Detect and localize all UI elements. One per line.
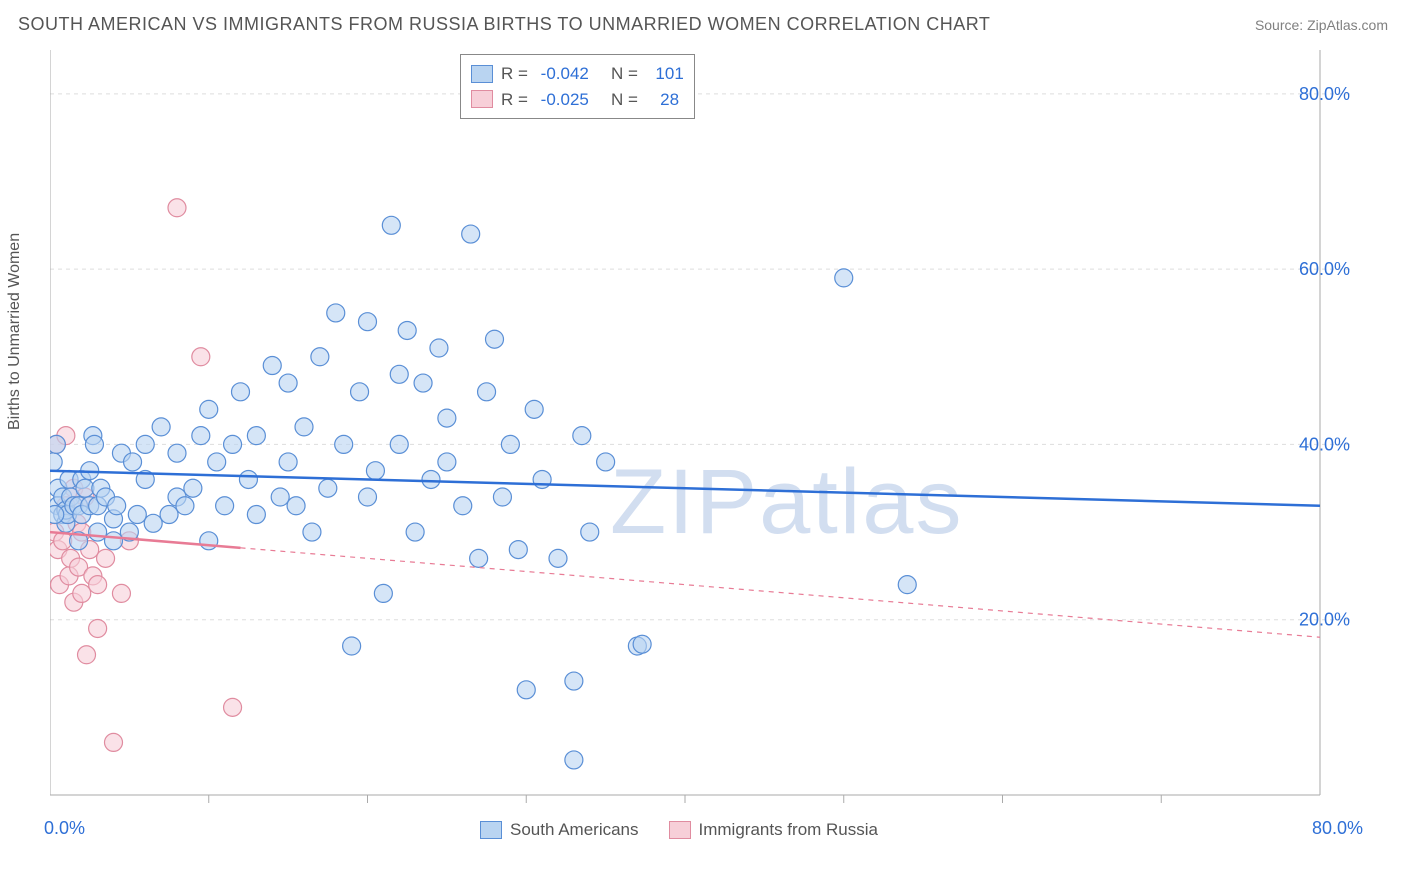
n-value: 101 [651, 61, 684, 87]
n-value: 28 [651, 87, 679, 113]
r-value: -0.042 [541, 61, 589, 87]
legend-row-pink: R = -0.025 N = 28 [471, 87, 684, 113]
x-axis-min-label: 0.0% [44, 818, 85, 839]
series-legend: South Americans Immigrants from Russia [480, 820, 878, 840]
legend-row-blue: R = -0.042 N = 101 [471, 61, 684, 87]
x-axis-max-label: 80.0% [1312, 818, 1363, 839]
r-label: R = [501, 87, 533, 113]
svg-text:80.0%: 80.0% [1299, 84, 1350, 104]
y-axis-label: Births to Unmarried Women [6, 233, 24, 430]
r-label: R = [501, 61, 533, 87]
n-label: N = [597, 61, 643, 87]
svg-text:40.0%: 40.0% [1299, 434, 1350, 454]
scatter-plot: 20.0% 40.0% 60.0% 80.0% [50, 50, 1360, 810]
swatch-pink-icon [471, 90, 493, 108]
chart-title: SOUTH AMERICAN VS IMMIGRANTS FROM RUSSIA… [18, 14, 990, 35]
source-label: Source: ZipAtlas.com [1255, 17, 1388, 33]
swatch-blue-icon [471, 65, 493, 83]
svg-text:20.0%: 20.0% [1299, 610, 1350, 630]
legend-label: South Americans [510, 820, 639, 840]
n-label: N = [597, 87, 643, 113]
swatch-blue-icon [480, 821, 502, 839]
title-bar: SOUTH AMERICAN VS IMMIGRANTS FROM RUSSIA… [0, 0, 1406, 41]
chart-container: SOUTH AMERICAN VS IMMIGRANTS FROM RUSSIA… [0, 0, 1406, 892]
legend-item-pink: Immigrants from Russia [669, 820, 878, 840]
plot-area: ZIPatlas 20.0%40.0%60.0%80.0% [50, 50, 1360, 810]
r-value: -0.025 [541, 87, 589, 113]
legend-label: Immigrants from Russia [699, 820, 878, 840]
legend-item-blue: South Americans [480, 820, 639, 840]
svg-text:60.0%: 60.0% [1299, 259, 1350, 279]
swatch-pink-icon [669, 821, 691, 839]
correlation-legend: R = -0.042 N = 101 R = -0.025 N = 28 [460, 54, 695, 119]
